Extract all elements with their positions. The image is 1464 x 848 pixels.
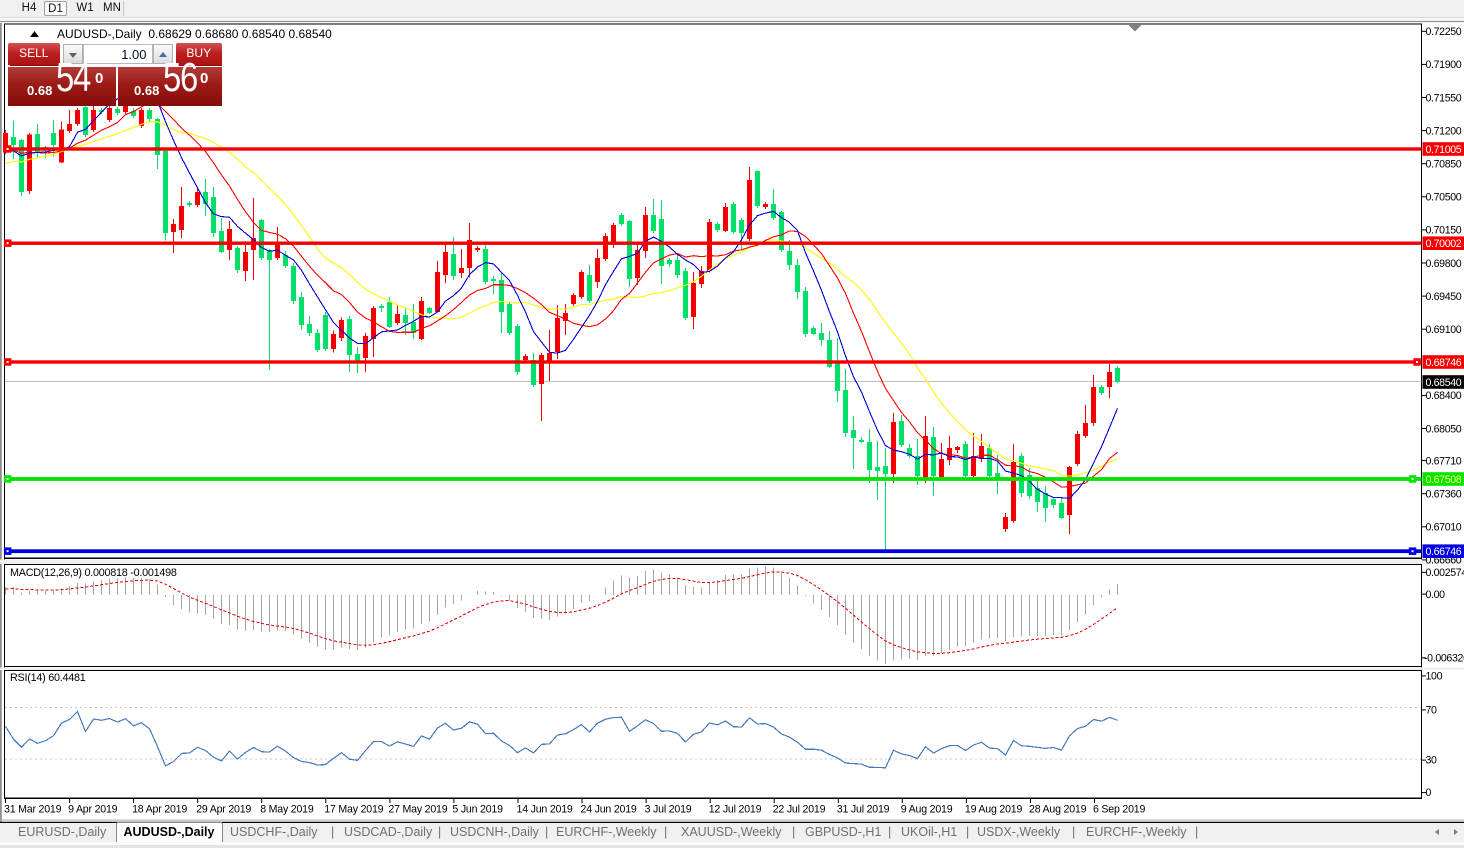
svg-text:30: 30 [1426, 755, 1438, 767]
svg-text:0.67360: 0.67360 [1426, 489, 1462, 501]
svg-text:0.68050: 0.68050 [1426, 423, 1462, 435]
svg-text:0.69450: 0.69450 [1426, 291, 1462, 303]
svg-text:0.70850: 0.70850 [1426, 159, 1462, 171]
svg-text:27 May 2019: 27 May 2019 [388, 804, 447, 816]
svg-text:0.71200: 0.71200 [1426, 125, 1462, 137]
svg-text:0: 0 [1426, 787, 1432, 799]
svg-text:0.67710: 0.67710 [1426, 455, 1462, 467]
svg-text:24 Jun 2019: 24 Jun 2019 [581, 804, 637, 816]
svg-text:0.71005: 0.71005 [1426, 144, 1462, 156]
svg-text:0.71550: 0.71550 [1426, 92, 1462, 104]
svg-text:0.70150: 0.70150 [1426, 225, 1462, 237]
svg-text:9 Apr 2019: 9 Apr 2019 [68, 804, 118, 816]
svg-text:6 Sep 2019: 6 Sep 2019 [1093, 804, 1146, 816]
svg-text:5 Jun 2019: 5 Jun 2019 [452, 804, 503, 816]
svg-text:0.72250: 0.72250 [1426, 26, 1462, 38]
svg-text:0.68540: 0.68540 [1426, 377, 1462, 389]
svg-text:0.70500: 0.70500 [1426, 192, 1462, 204]
svg-text:17 May 2019: 17 May 2019 [324, 804, 383, 816]
svg-text:28 Aug 2019: 28 Aug 2019 [1029, 804, 1087, 816]
svg-text:0.68746: 0.68746 [1426, 357, 1462, 369]
svg-text:31 Jul 2019: 31 Jul 2019 [837, 804, 890, 816]
svg-text:RSI(14) 60.4481: RSI(14) 60.4481 [10, 672, 86, 684]
svg-text:0.68400: 0.68400 [1426, 390, 1462, 402]
svg-text:0.69100: 0.69100 [1426, 324, 1462, 336]
svg-text:31 Mar 2019: 31 Mar 2019 [4, 804, 62, 816]
svg-text:-0.006326: -0.006326 [1424, 653, 1464, 665]
svg-text:9 Aug 2019: 9 Aug 2019 [901, 804, 953, 816]
svg-text:100: 100 [1426, 671, 1443, 683]
svg-text:0.00: 0.00 [1426, 589, 1446, 601]
svg-text:8 May 2019: 8 May 2019 [260, 804, 314, 816]
svg-text:0.66746: 0.66746 [1426, 546, 1462, 558]
svg-text:0.69800: 0.69800 [1426, 258, 1462, 270]
svg-text:0.70002: 0.70002 [1426, 238, 1462, 250]
svg-text:0.002574: 0.002574 [1426, 567, 1464, 579]
svg-text:22 Jul 2019: 22 Jul 2019 [773, 804, 826, 816]
svg-text:AUDUSD-,Daily 0.68629 0.68680: AUDUSD-,Daily 0.68629 0.68680 0.68540 0.… [57, 27, 332, 41]
svg-text:3 Jul 2019: 3 Jul 2019 [645, 804, 692, 816]
svg-text:18 Apr 2019: 18 Apr 2019 [132, 804, 187, 816]
svg-text:MACD(12,26,9) 0.000818 -0.0014: MACD(12,26,9) 0.000818 -0.001498 [10, 567, 177, 579]
svg-text:70: 70 [1426, 705, 1438, 717]
svg-text:14 Jun 2019: 14 Jun 2019 [517, 804, 573, 816]
svg-text:19 Aug 2019: 19 Aug 2019 [965, 804, 1023, 816]
svg-text:0.67010: 0.67010 [1426, 522, 1462, 534]
svg-text:12 Jul 2019: 12 Jul 2019 [709, 804, 762, 816]
svg-text:0.71900: 0.71900 [1426, 59, 1462, 71]
svg-text:29 Apr 2019: 29 Apr 2019 [196, 804, 251, 816]
svg-text:0.67508: 0.67508 [1426, 474, 1462, 486]
